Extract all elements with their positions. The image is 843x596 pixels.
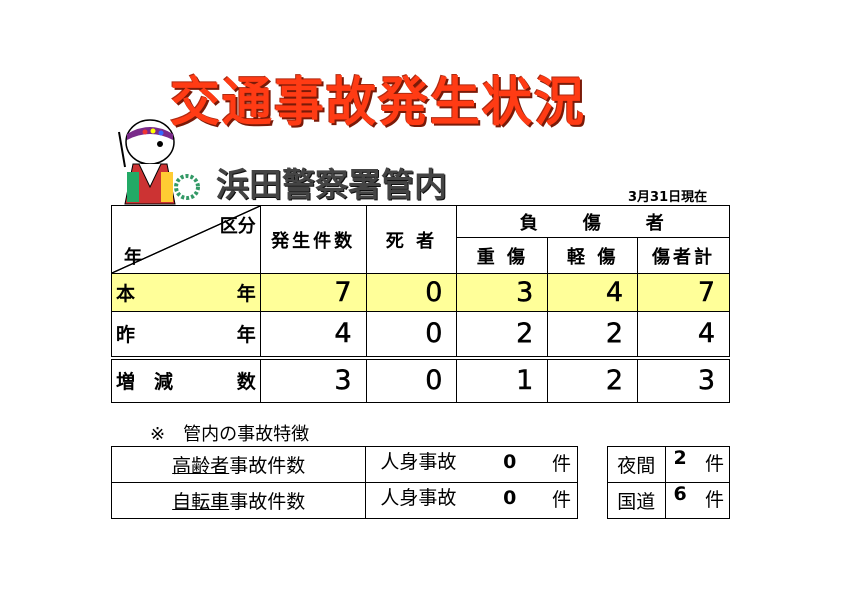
cell-value: 2 <box>547 311 639 358</box>
cell-value: 0 <box>365 355 458 403</box>
date-label: 3月31日現在 <box>628 190 708 205</box>
cell-value: 3 <box>456 273 549 312</box>
header-injured: 負 傷 者 <box>456 204 730 239</box>
row-label: 増 減数 <box>111 355 261 403</box>
feature-row: 高齢者事故件数 人身事故 0 件 <box>110 446 578 483</box>
header-minor: 軽 傷 <box>547 237 639 274</box>
table-row-change: 増 減数 3 0 1 2 3 <box>111 355 730 403</box>
subtitle: 浜田警察署管内 <box>216 165 447 204</box>
cell-value: 4 <box>637 311 730 358</box>
cell-value: 0 <box>365 273 458 312</box>
cell-value: 7 <box>259 273 367 312</box>
mascot-illustration <box>118 119 200 205</box>
side-label: 国道 <box>607 482 666 519</box>
cell-value: 2 <box>456 311 549 358</box>
category-label: 区分 <box>219 216 256 237</box>
feature-value: 人身事故 0 件 <box>365 446 578 483</box>
cell-value: 0 <box>365 311 458 358</box>
year-label: 年 <box>124 247 142 268</box>
page-title: 交通事故発生状況 <box>170 71 586 133</box>
note-heading: ※ 管内の事故特徴 <box>150 424 310 445</box>
table-row-this-year: 本年 7 0 3 4 7 <box>111 273 730 312</box>
header-total: 傷者計 <box>637 237 730 274</box>
feature-row: 自転車事故件数 人身事故 0 件 <box>110 482 578 519</box>
header-serious: 重 傷 <box>456 237 549 274</box>
cell-value: 2 <box>547 355 639 403</box>
feature-label: 高齢者事故件数 <box>110 446 367 483</box>
features-table: 高齢者事故件数 人身事故 0 件 自転車事故件数 人身事故 0 件 <box>110 446 578 519</box>
header-deaths: 死 者 <box>365 205 458 274</box>
cell-value: 4 <box>547 273 639 312</box>
feature-value: 人身事故 0 件 <box>365 482 578 519</box>
cell-value: 7 <box>637 273 730 312</box>
accident-stats-table: 区分 年 発生件数 死 者 負 傷 者 重 傷 軽 傷 傷者計 本年 7 0 3… <box>111 204 730 403</box>
cell-value: 3 <box>259 355 367 403</box>
cell-value: 1 <box>456 355 549 403</box>
table-row-last-year: 昨年 4 0 2 2 4 <box>111 311 730 358</box>
cell-value: 3 <box>637 355 730 403</box>
row-label: 本年 <box>111 273 261 312</box>
cell-value: 4 <box>259 311 367 358</box>
side-label: 夜間 <box>607 446 666 483</box>
feature-label: 自転車事故件数 <box>110 482 367 519</box>
row-label: 昨年 <box>111 311 261 358</box>
header-occurrences: 発生件数 <box>259 205 367 274</box>
corner-header: 区分 年 <box>111 205 261 274</box>
